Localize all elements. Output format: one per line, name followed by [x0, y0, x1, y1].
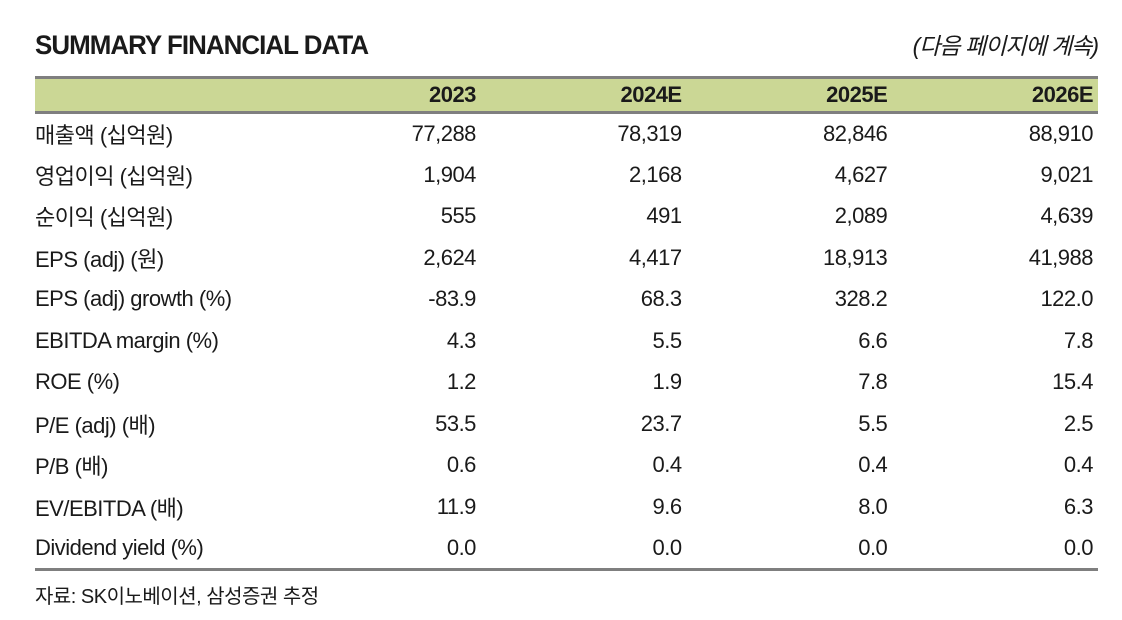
col-header-2023: 2023: [428, 82, 476, 107]
table-row: EPS (adj) (원) 2,624 4,417 18,913 41,988: [35, 237, 1098, 279]
cell-2024e: 491: [646, 203, 682, 229]
row-label: ROE (%): [35, 369, 120, 395]
cell-2023: 11.9: [436, 493, 477, 519]
cell-2026e: 122.0: [1040, 286, 1093, 312]
cell-2025e: 0.4: [858, 452, 888, 478]
row-label: Dividend yield (%): [35, 534, 204, 560]
table-row: 순이익 (십억원) 555 491 2,089 4,639: [35, 196, 1098, 238]
cell-2024e: 2,168: [629, 161, 682, 187]
cell-2023: 0.0: [446, 534, 477, 560]
row-label: 매출액 (십억원): [35, 123, 173, 148]
cell-2026e: 7.8: [1063, 327, 1094, 353]
cell-2023: 555: [440, 203, 477, 229]
row-label: EV/EBITDA (배): [35, 495, 184, 521]
cell-2024e: 78,319: [617, 121, 682, 146]
page-title: SUMMARY FINANCIAL DATA: [35, 30, 369, 60]
cell-2026e: 2.5: [1063, 410, 1094, 436]
source-note: 자료: SK이노베이션, 삼성증권 추정: [35, 585, 319, 608]
row-label: P/B (배): [35, 454, 108, 480]
table-row: EV/EBITDA (배) 11.9 9.6 8.0 6.3: [35, 486, 1098, 528]
table-row: P/E (adj) (배) 53.5 23.7 5.5 2.5: [35, 403, 1098, 445]
cell-2026e: 41,988: [1028, 244, 1094, 270]
col-header-metric: [35, 78, 275, 113]
cell-2023: 0.6: [446, 452, 477, 478]
cell-2025e: 2,089: [834, 203, 888, 229]
cell-2024e: 0.0: [652, 534, 683, 560]
table-row: EBITDA margin (%) 4.3 5.5 6.6 7.8: [35, 320, 1098, 362]
table-row: ROE (%) 1.2 1.9 7.8 15.4: [35, 362, 1098, 404]
cell-2025e: 7.8: [858, 369, 888, 395]
cell-2023: -83.9: [428, 286, 476, 312]
cell-2025e: 328.2: [834, 286, 888, 312]
cell-2025e: 8.0: [858, 493, 888, 519]
cell-2025e: 82,846: [823, 121, 888, 146]
cell-2023: 1.2: [446, 369, 477, 395]
cell-2023: 53.5: [435, 410, 476, 436]
cell-2025e: 6.6: [858, 327, 888, 353]
cell-2024e: 5.5: [652, 327, 683, 353]
col-header-2026e: 2026E: [1031, 82, 1094, 107]
cell-2024e: 1.9: [652, 369, 683, 395]
cell-2025e: 4,627: [834, 161, 888, 187]
table-row: 영업이익 (십억원) 1,904 2,168 4,627 9,021: [35, 154, 1098, 196]
row-label: 영업이익 (십억원): [35, 163, 193, 189]
section-header: SUMMARY FINANCIAL DATA (다음 페이지에 계속): [35, 27, 1099, 61]
table-row: P/B (배) 0.6 0.4 0.4 0.4: [35, 445, 1098, 487]
cell-2025e: 0.0: [858, 534, 888, 560]
row-label: EBITDA margin (%): [35, 327, 219, 353]
cell-2024e: 9.6: [652, 493, 683, 519]
table-header-row: 2023 2024E 2025E 2026E: [35, 77, 1098, 113]
cell-2026e: 4,639: [1040, 203, 1093, 229]
cell-2024e: 23.7: [640, 410, 682, 436]
cell-2023: 77,288: [411, 121, 477, 146]
col-header-2024e: 2024E: [620, 82, 682, 107]
cell-2023: 4.3: [446, 327, 477, 353]
financial-summary-table: 2023 2024E 2025E 2026E 매출액 (십억원) 77,288 …: [35, 76, 1098, 571]
cell-2023: 1,904: [423, 161, 476, 187]
report-section: SUMMARY FINANCIAL DATA (다음 페이지에 계속) 2023…: [35, 0, 1099, 609]
cell-2026e: 0.0: [1063, 534, 1094, 560]
row-label: EPS (adj) (원): [35, 246, 164, 272]
row-label: 순이익 (십억원): [35, 205, 173, 231]
row-label: EPS (adj) growth (%): [35, 286, 232, 312]
cell-2024e: 68.3: [640, 286, 682, 312]
cell-2026e: 6.3: [1063, 493, 1094, 519]
table-row: 매출액 (십억원) 77,288 78,319 82,846 88,910: [35, 113, 1098, 155]
cell-2024e: 0.4: [652, 452, 683, 478]
cell-2023: 2,624: [423, 244, 476, 270]
cell-2026e: 0.4: [1063, 452, 1094, 478]
cell-2026e: 9,021: [1040, 161, 1093, 187]
table-row: Dividend yield (%) 0.0 0.0 0.0 0.0: [35, 528, 1098, 570]
cell-2025e: 18,913: [823, 244, 888, 270]
cell-2026e: 15.4: [1052, 369, 1093, 395]
cell-2024e: 4,417: [629, 244, 682, 270]
continuation-note: (다음 페이지에 계속): [912, 33, 1099, 59]
col-header-2025e: 2025E: [826, 82, 888, 107]
table-row: EPS (adj) growth (%) -83.9 68.3 328.2 12…: [35, 279, 1098, 321]
cell-2025e: 5.5: [858, 410, 888, 436]
cell-2026e: 88,910: [1028, 121, 1094, 146]
row-label: P/E (adj) (배): [35, 412, 156, 438]
